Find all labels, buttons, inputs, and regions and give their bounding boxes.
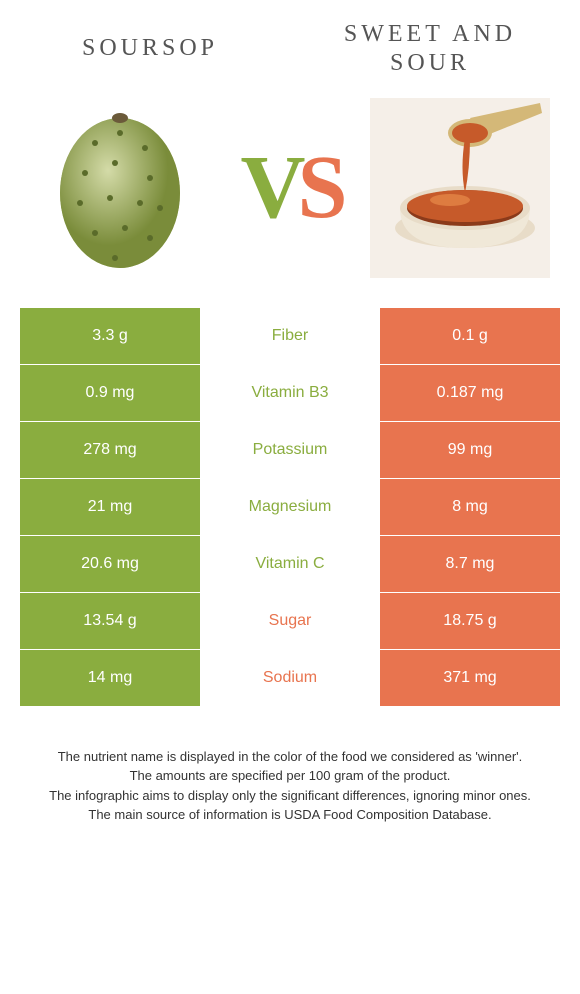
- soursop-icon: [45, 103, 195, 273]
- nutrient-label: Sodium: [200, 650, 380, 706]
- right-value: 8.7 mg: [380, 536, 560, 592]
- right-value: 0.187 mg: [380, 365, 560, 421]
- left-food-image: [30, 98, 210, 278]
- footer-line: The infographic aims to display only the…: [20, 786, 560, 806]
- nutrient-label: Potassium: [200, 422, 380, 478]
- right-value: 8 mg: [380, 479, 560, 535]
- table-row: 3.3 gFiber0.1 g: [20, 308, 560, 364]
- header: SOURSOP SWEET AND SOUR: [0, 0, 580, 88]
- images-row: VS: [0, 88, 580, 308]
- footer-line: The amounts are specified per 100 gram o…: [20, 766, 560, 786]
- left-value: 14 mg: [20, 650, 200, 706]
- right-value: 371 mg: [380, 650, 560, 706]
- table-row: 0.9 mgVitamin B30.187 mg: [20, 365, 560, 421]
- nutrient-table: 3.3 gFiber0.1 g0.9 mgVitamin B30.187 mg2…: [0, 308, 580, 706]
- vs-label: VS: [240, 136, 339, 239]
- vs-v: V: [240, 138, 297, 237]
- table-row: 21 mgMagnesium8 mg: [20, 479, 560, 535]
- left-value: 13.54 g: [20, 593, 200, 649]
- table-row: 278 mgPotassium99 mg: [20, 422, 560, 478]
- left-value: 0.9 mg: [20, 365, 200, 421]
- table-row: 13.54 gSugar18.75 g: [20, 593, 560, 649]
- left-value: 21 mg: [20, 479, 200, 535]
- right-value: 99 mg: [380, 422, 560, 478]
- left-value: 20.6 mg: [20, 536, 200, 592]
- vs-s: S: [297, 138, 339, 237]
- sauce-bowl-icon: [370, 98, 550, 278]
- right-value: 0.1 g: [380, 308, 560, 364]
- nutrient-label: Vitamin B3: [200, 365, 380, 421]
- nutrient-label: Vitamin C: [200, 536, 380, 592]
- left-value: 3.3 g: [20, 308, 200, 364]
- footer-notes: The nutrient name is displayed in the co…: [0, 707, 580, 845]
- nutrient-label: Fiber: [200, 308, 380, 364]
- left-value: 278 mg: [20, 422, 200, 478]
- table-row: 20.6 mgVitamin C8.7 mg: [20, 536, 560, 592]
- right-value: 18.75 g: [380, 593, 560, 649]
- nutrient-label: Sugar: [200, 593, 380, 649]
- right-food-title: SWEET AND SOUR: [310, 20, 550, 78]
- footer-line: The main source of information is USDA F…: [20, 805, 560, 825]
- footer-line: The nutrient name is displayed in the co…: [20, 747, 560, 767]
- left-food-title: SOURSOP: [30, 20, 270, 78]
- right-food-image: [370, 98, 550, 278]
- nutrient-label: Magnesium: [200, 479, 380, 535]
- table-row: 14 mgSodium371 mg: [20, 650, 560, 706]
